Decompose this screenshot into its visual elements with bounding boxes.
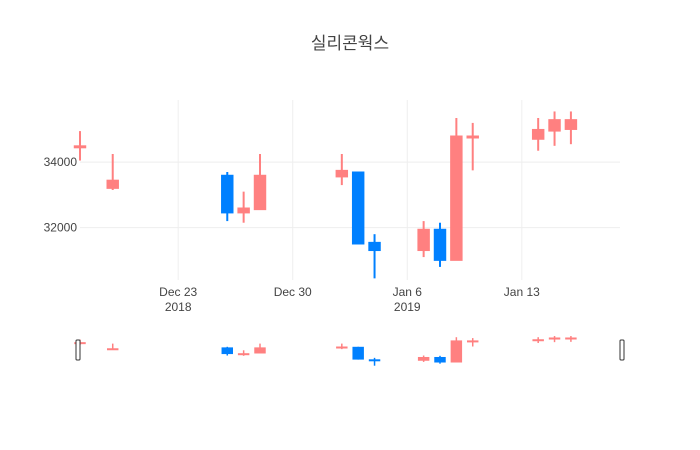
slider-candle-body <box>254 347 266 354</box>
candle-decreasing[interactable] <box>368 234 381 279</box>
candle-increasing[interactable] <box>548 111 561 146</box>
slider-candle-body <box>417 356 430 361</box>
candle-body <box>335 169 349 178</box>
candle-body <box>531 128 545 140</box>
candle-body <box>548 119 561 132</box>
y-tick-label: 32000 <box>44 221 78 235</box>
x-tick-label: Dec 23 <box>159 285 197 299</box>
slider-candle-body <box>548 337 561 340</box>
candle-increasing[interactable] <box>564 111 578 145</box>
candle-body <box>433 228 447 261</box>
candle-body <box>466 135 479 139</box>
candle-body <box>253 174 267 211</box>
gridlines <box>80 100 620 280</box>
candle-increasing[interactable] <box>466 122 479 171</box>
slider-candle-body <box>532 339 544 342</box>
slider-handle-right[interactable] <box>619 339 625 361</box>
candle-body <box>417 228 430 252</box>
candle-increasing[interactable] <box>335 154 349 186</box>
candle-increasing[interactable] <box>531 118 545 151</box>
y-tick-label: 34000 <box>44 155 78 169</box>
slider-candle-body <box>352 346 364 360</box>
candle-increasing[interactable] <box>237 191 250 223</box>
slider-candle-body <box>450 340 463 363</box>
candle-increasing[interactable] <box>73 131 87 161</box>
x-tick-label: Jan 6 <box>393 285 423 299</box>
candles-layer[interactable] <box>73 111 578 279</box>
slider-candle-body <box>434 356 446 363</box>
candle-body <box>564 119 578 130</box>
candle-body <box>73 145 87 149</box>
candle-decreasing[interactable] <box>221 172 234 222</box>
slider-candle-body <box>565 337 577 340</box>
candle-decreasing[interactable] <box>433 222 447 267</box>
x-tick-label: Jan 13 <box>504 285 540 299</box>
candle-body <box>351 171 365 245</box>
candle-decreasing[interactable] <box>351 171 365 245</box>
candle-increasing[interactable] <box>417 221 430 258</box>
candle-body <box>106 179 119 189</box>
candle-increasing[interactable] <box>106 154 119 190</box>
slider-handle-left[interactable] <box>75 339 81 361</box>
candle-body <box>237 207 250 214</box>
candle-body <box>450 135 463 261</box>
slider-candle-body <box>107 348 119 351</box>
slider-candle-body <box>221 347 233 355</box>
candle-increasing[interactable] <box>253 154 267 211</box>
x-tick-label: Dec 30 <box>274 285 312 299</box>
chart-title: 실리콘웍스 <box>311 34 389 54</box>
slider-candle-body <box>336 346 348 349</box>
candle-increasing[interactable] <box>450 118 463 261</box>
candle-body <box>368 241 381 252</box>
slider-candle-body <box>368 359 381 362</box>
x-tick-year-label: 2018 <box>165 300 192 314</box>
slider-candle-body <box>467 340 479 343</box>
candle-body <box>221 174 234 214</box>
x-tick-year-label: 2019 <box>394 300 421 314</box>
slider-candle-body <box>237 353 250 356</box>
range-slider[interactable] <box>74 336 625 366</box>
